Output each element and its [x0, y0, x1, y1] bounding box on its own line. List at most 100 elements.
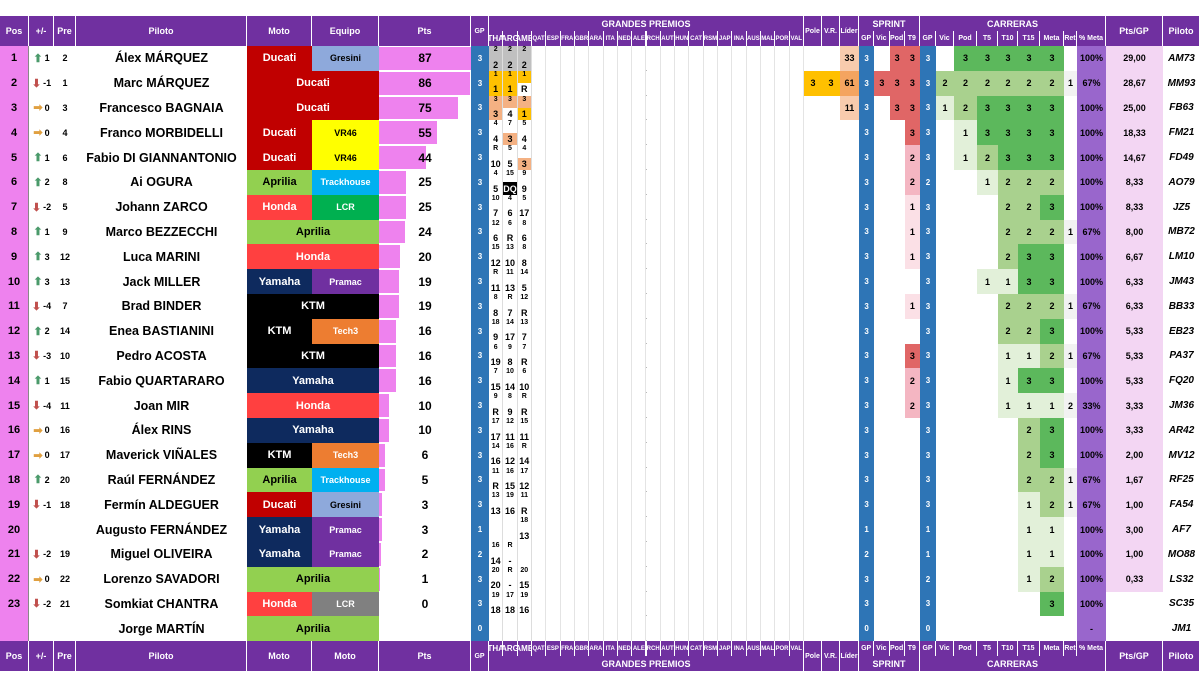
race-empty	[732, 70, 747, 96]
team: Pramac	[312, 517, 379, 542]
race-empty	[546, 70, 561, 96]
race-stat	[998, 566, 1018, 592]
sprint-stat	[874, 46, 890, 71]
race-stat	[1064, 442, 1077, 468]
poles	[804, 343, 822, 369]
race-stat: 3	[1040, 269, 1064, 294]
points: 6	[379, 442, 471, 468]
race-empty	[531, 194, 547, 220]
sprint-result: 8	[489, 294, 504, 307]
position-change: ➡ 0	[29, 566, 54, 592]
sprint-stat	[874, 393, 890, 418]
race-empty	[732, 145, 747, 170]
race-empty	[789, 393, 804, 418]
race-empty	[660, 591, 676, 617]
position-change	[29, 517, 54, 542]
change-value: 1	[44, 152, 50, 163]
race-empty	[603, 194, 618, 220]
race-result: 10	[489, 157, 504, 170]
race-empty	[560, 591, 575, 617]
race-stat: 1	[998, 343, 1018, 369]
race-empty	[732, 170, 747, 195]
race-empty	[603, 393, 618, 418]
race-empty	[560, 616, 575, 642]
fastest-laps	[822, 95, 840, 121]
rider-code: SC35	[1163, 591, 1200, 617]
sprint-result: 8	[517, 219, 532, 232]
race-empty	[675, 467, 690, 493]
manufacturer: Ducati	[247, 95, 379, 121]
race-empty	[675, 269, 690, 294]
race-empty	[660, 343, 676, 369]
race-stat	[954, 318, 977, 344]
race-empty	[689, 294, 704, 319]
race-stat	[1064, 566, 1077, 592]
sprint-stat: 2	[904, 393, 920, 418]
header-race-tha: THA	[489, 31, 504, 46]
race-empty	[703, 517, 719, 542]
sprint-stat	[889, 318, 905, 344]
race-empty	[589, 517, 604, 542]
race-empty	[775, 542, 790, 567]
sprint-result: R	[503, 566, 518, 580]
manufacturer: Aprilia	[247, 566, 379, 592]
race-empty	[689, 70, 704, 96]
race-empty	[746, 244, 762, 270]
race-empty	[660, 70, 676, 96]
header-carrera-col: % Meta	[1077, 31, 1106, 46]
manufacturer: Ducati	[247, 70, 379, 96]
race-empty	[531, 393, 547, 418]
race-stat: 100%	[1077, 95, 1106, 121]
race-empty	[531, 219, 547, 245]
points-bar	[379, 146, 426, 169]
sprint-stat	[889, 194, 905, 220]
race-result: 1	[503, 83, 518, 96]
laps-led	[840, 170, 859, 195]
race-empty	[746, 616, 762, 642]
race-empty	[646, 343, 661, 369]
points-bar	[379, 47, 471, 70]
points	[379, 616, 471, 642]
header-race-ned: NED	[617, 641, 633, 657]
header-race-ale: ALE	[632, 641, 647, 657]
race-empty	[589, 318, 604, 344]
points-value: 86	[418, 76, 432, 91]
header-sprint-t9: T9	[904, 641, 920, 657]
race-stat: 3	[977, 120, 998, 146]
change-value: -1	[43, 78, 52, 89]
race-result: R	[517, 405, 532, 418]
sprint-result: 14	[489, 442, 504, 456]
position-change	[29, 616, 54, 642]
change-value: 1	[44, 375, 50, 386]
fastest-laps: 3	[822, 70, 840, 96]
gp-count: 3	[471, 467, 489, 493]
poles	[804, 492, 822, 518]
race-empty	[732, 294, 747, 319]
rider-code: LM10	[1163, 244, 1200, 270]
race-empty	[775, 269, 790, 294]
race-empty	[761, 542, 776, 567]
sprint-result: 4	[517, 145, 532, 158]
sprint-result: 5	[517, 120, 532, 133]
gp-count: 3	[471, 368, 489, 394]
race-empty	[732, 244, 747, 270]
race-empty	[617, 492, 633, 518]
manufacturer: Yamaha	[247, 517, 312, 542]
race-stat: 3	[1040, 591, 1064, 617]
race-result: 17	[517, 207, 532, 220]
race-empty	[775, 294, 790, 319]
header-piloto: Piloto	[76, 641, 247, 672]
race-stat	[936, 616, 954, 642]
sprint-stat: 3	[859, 219, 875, 245]
race-empty	[789, 294, 804, 319]
race-empty	[646, 70, 661, 96]
sprint-result	[489, 616, 504, 629]
change-value: 0	[44, 127, 50, 138]
sprint-stat: 3	[904, 343, 920, 369]
manufacturer: KTM	[247, 294, 379, 319]
race-empty	[617, 343, 633, 369]
laps-led	[840, 120, 859, 146]
fastest-laps	[822, 219, 840, 245]
sprint-stat	[904, 269, 920, 294]
race-stat: 1	[1064, 70, 1077, 96]
